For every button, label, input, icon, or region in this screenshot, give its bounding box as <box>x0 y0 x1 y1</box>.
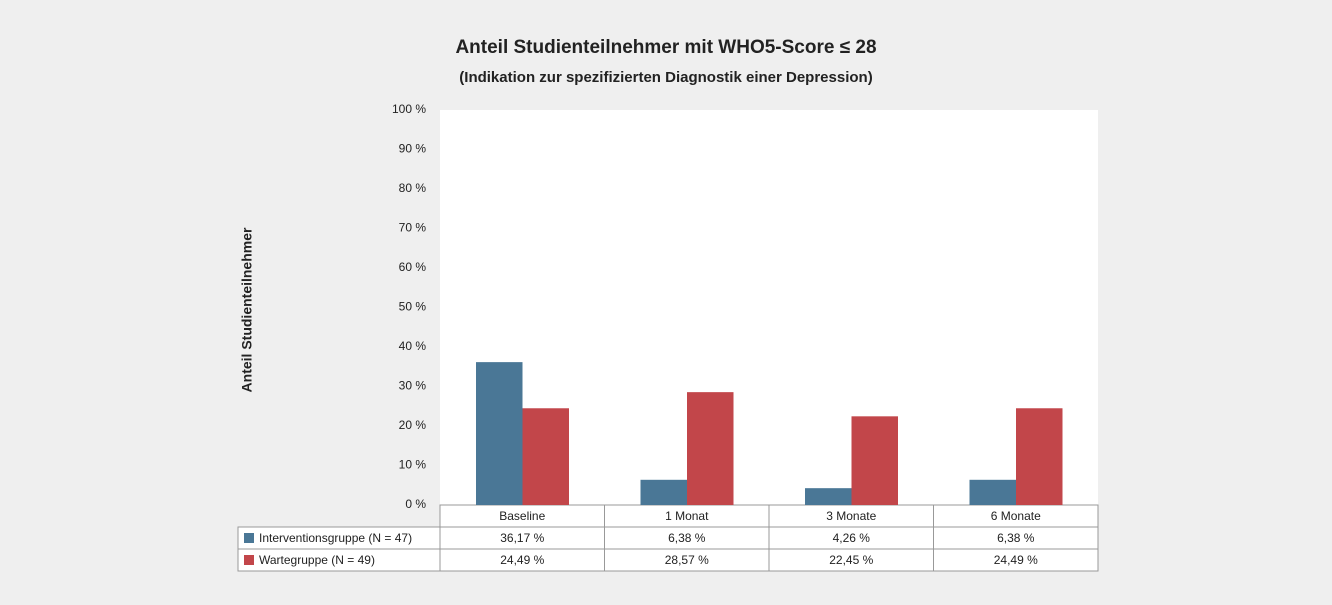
bar <box>687 392 734 505</box>
bar <box>851 416 898 505</box>
y-tick-label: 10 % <box>399 458 427 472</box>
value-label: 6,38 % <box>668 531 706 545</box>
value-label: 6,38 % <box>997 531 1035 545</box>
legend-label: Wartegruppe (N = 49) <box>259 553 375 567</box>
value-label: 36,17 % <box>500 531 544 545</box>
y-tick-label: 20 % <box>399 418 427 432</box>
y-tick-label: 80 % <box>399 181 427 195</box>
legend-swatch <box>244 533 254 543</box>
value-label: 4,26 % <box>833 531 871 545</box>
value-label: 24,49 % <box>994 553 1038 567</box>
y-tick-label: 50 % <box>399 300 427 314</box>
bar <box>522 408 569 505</box>
value-label: 24,49 % <box>500 553 544 567</box>
value-label: 22,45 % <box>829 553 873 567</box>
y-tick-label: 40 % <box>399 339 427 353</box>
bar <box>1016 408 1063 505</box>
y-tick-label: 60 % <box>399 260 427 274</box>
x-tick-label: 3 Monate <box>826 509 876 523</box>
y-tick-label: 100 % <box>392 102 426 116</box>
x-tick-label: Baseline <box>499 509 545 523</box>
y-tick-label: 0 % <box>405 497 426 511</box>
bar <box>476 362 523 505</box>
bar <box>969 479 1016 505</box>
value-label: 28,57 % <box>665 553 709 567</box>
legend-label: Interventionsgruppe (N = 47) <box>259 531 412 545</box>
chart-subtitle: (Indikation zur spezifizierten Diagnosti… <box>459 69 872 86</box>
y-tick-label: 90 % <box>399 142 427 156</box>
y-axis-title: Anteil Studienteilnehmer <box>239 227 255 392</box>
chart-title: Anteil Studienteilnehmer mit WHO5-Score … <box>455 37 876 58</box>
x-tick-label: 1 Monat <box>665 509 709 523</box>
y-tick-label: 30 % <box>399 379 427 393</box>
x-tick-label: 6 Monate <box>991 509 1041 523</box>
y-tick-label: 70 % <box>399 221 427 235</box>
bar <box>640 479 687 505</box>
table-cell <box>933 548 1099 572</box>
bar <box>805 488 852 505</box>
legend-swatch <box>244 555 254 565</box>
